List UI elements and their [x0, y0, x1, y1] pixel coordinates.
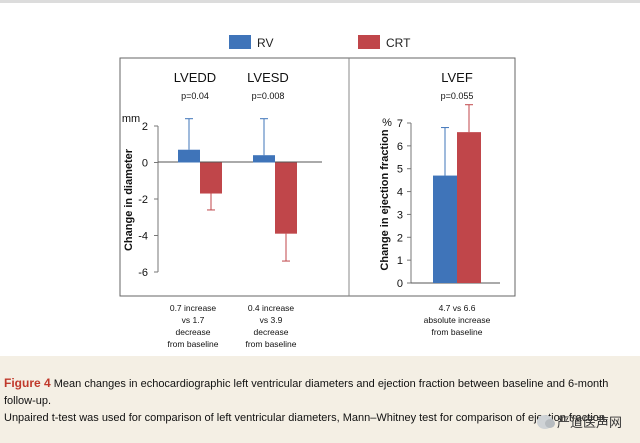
pvalue-lvedd: p=0.04 — [181, 91, 209, 101]
left-y-tick-label: 2 — [142, 121, 148, 133]
legend-swatch-crt — [358, 35, 380, 49]
top-divider — [0, 0, 640, 3]
plot-frame — [119, 57, 516, 297]
left-y-tick-label: -2 — [138, 194, 148, 206]
pvalue-lvesd: p=0.008 — [252, 91, 285, 101]
category-label-lvef: LVEF — [441, 70, 473, 85]
figure-caption: Figure 4 Mean changes in echocardiograph… — [4, 375, 636, 427]
right-y-unit: % — [382, 117, 392, 129]
left-y-tick-label: 0 — [142, 158, 148, 170]
left-y-tick-label: -6 — [138, 267, 148, 279]
left-y-unit: mm — [122, 113, 140, 125]
wechat-icon — [536, 414, 555, 429]
bar-lvesd-rv — [253, 155, 275, 163]
right-y-axis-label: Change in ejection fraction — [379, 129, 391, 270]
left-y-axis-label: Change in diameter — [123, 148, 135, 251]
watermark-text: 严道医声网 — [556, 415, 622, 430]
caption-background — [0, 356, 640, 443]
watermark: 严道医声网 — [536, 412, 622, 431]
annotation-lvesd-line3: decrease — [254, 327, 289, 337]
right-y-tick-label: 4 — [397, 187, 403, 199]
right-y-tick-label: 3 — [397, 209, 403, 221]
legend-label-crt: CRT — [386, 36, 411, 50]
caption-line-2: Unpaired t-test was used for comparison … — [4, 412, 609, 424]
right-y-tick-label: 6 — [397, 141, 403, 153]
bar-lvedd-crt — [200, 162, 222, 194]
annotation-lvesd-line1: 0.4 increase — [248, 303, 295, 313]
left-y-tick-label: -4 — [138, 231, 148, 243]
annotation-lvedd-line3: decrease — [176, 327, 211, 337]
right-y-tick-label: 7 — [397, 118, 403, 130]
annotation-lvesd-line4: from baseline — [245, 339, 296, 349]
right-y-tick-label: 0 — [397, 278, 403, 290]
bar-lvef-crt — [457, 132, 481, 283]
annotation-lvef-line2: absolute increase — [424, 315, 491, 325]
bar-lvef-rv — [433, 175, 457, 283]
right-y-tick-label: 2 — [397, 232, 403, 244]
annotation-lvedd-line1: 0.7 increase — [170, 303, 217, 313]
figure-label: Figure 4 — [4, 376, 51, 390]
bar-lvesd-crt — [275, 162, 297, 234]
bar-lvedd-rv — [178, 149, 200, 163]
right-y-tick-label: 1 — [397, 255, 403, 267]
annotation-lvedd-line4: from baseline — [167, 339, 218, 349]
caption-line-1: Mean changes in echocardiographic left v… — [4, 378, 609, 407]
pvalue-lvef: p=0.055 — [441, 91, 474, 101]
annotation-lvef-line3: from baseline — [431, 327, 482, 337]
category-label-lvedd: LVEDD — [174, 70, 216, 85]
annotation-lvesd-line2: vs 3.9 — [260, 315, 283, 325]
category-label-lvesd: LVESD — [247, 70, 289, 85]
legend-swatch-rv — [229, 35, 251, 49]
legend-label-rv: RV — [257, 36, 273, 50]
right-y-tick-label: 5 — [397, 164, 403, 176]
annotation-lvedd-line2: vs 1.7 — [182, 315, 205, 325]
annotation-lvef-line1: 4.7 vs 6.6 — [439, 303, 476, 313]
